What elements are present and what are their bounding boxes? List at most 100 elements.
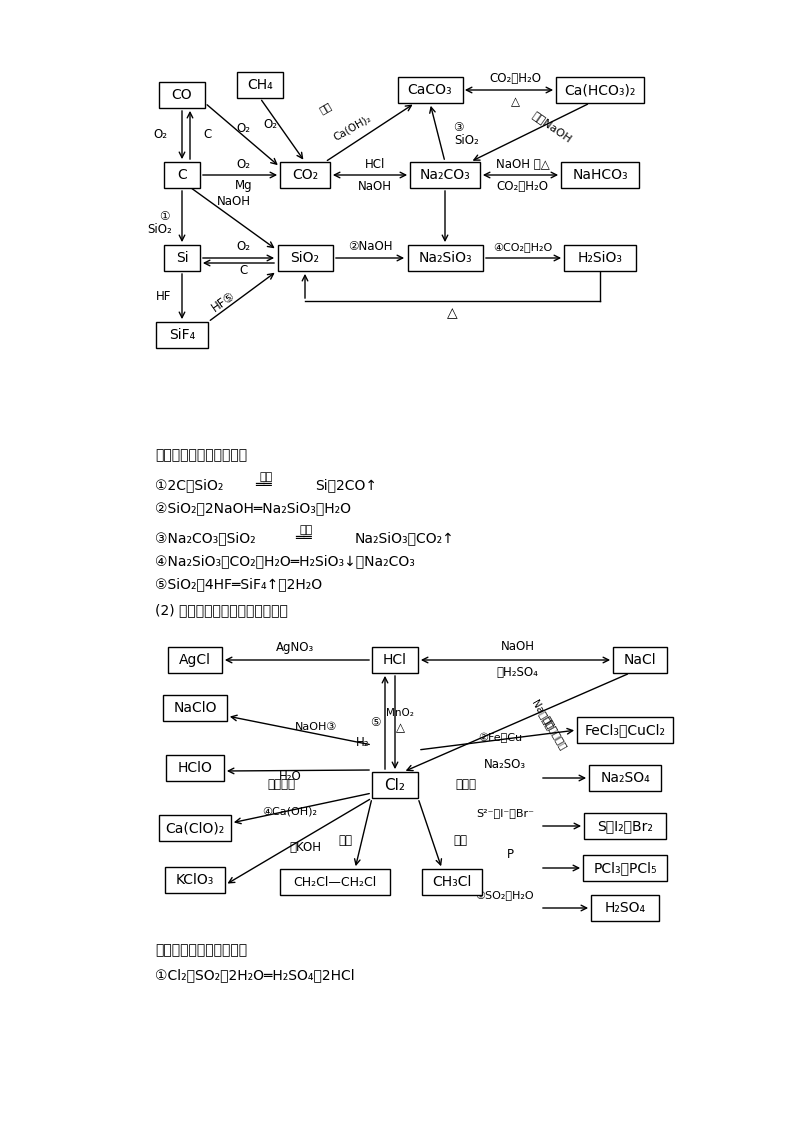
FancyBboxPatch shape [589, 765, 661, 791]
Text: Ca(ClO)₂: Ca(ClO)₂ [166, 821, 225, 835]
Text: NaCl: NaCl [624, 653, 656, 667]
Text: ①SO₂、H₂O: ①SO₂、H₂O [476, 890, 534, 900]
Text: ②Fe、Cu: ②Fe、Cu [478, 732, 522, 743]
Text: O₂: O₂ [237, 122, 250, 136]
Text: KClO₃: KClO₃ [176, 873, 214, 887]
Text: CO₂: CO₂ [292, 168, 318, 182]
FancyBboxPatch shape [372, 772, 418, 798]
Text: P: P [506, 849, 514, 861]
Text: H₂SO₄: H₂SO₄ [605, 901, 646, 915]
Text: CO: CO [172, 88, 192, 102]
FancyBboxPatch shape [564, 245, 636, 271]
Text: 高温: 高温 [300, 525, 314, 535]
Text: △: △ [510, 95, 519, 109]
Text: Si＋2CO↑: Si＋2CO↑ [315, 478, 377, 492]
Text: NaOH: NaOH [217, 195, 250, 208]
Text: Si: Si [176, 251, 188, 265]
Text: Na₂SiO₃＋CO₂↑: Na₂SiO₃＋CO₂↑ [355, 531, 454, 544]
FancyBboxPatch shape [584, 813, 666, 839]
FancyBboxPatch shape [165, 867, 225, 893]
Text: Ca(OH)₂: Ca(OH)₂ [332, 113, 373, 143]
Text: CO₂＋H₂O: CO₂＋H₂O [497, 180, 549, 192]
Text: NaOH: NaOH [501, 641, 534, 653]
FancyBboxPatch shape [163, 695, 227, 721]
Text: O₂: O₂ [153, 129, 167, 142]
Text: Na、点燃: Na、点燃 [530, 697, 555, 731]
FancyBboxPatch shape [278, 245, 333, 271]
FancyBboxPatch shape [159, 82, 205, 108]
Text: Na₂SO₃: Na₂SO₃ [484, 758, 526, 772]
Text: 浓KOH: 浓KOH [289, 841, 321, 854]
FancyBboxPatch shape [591, 895, 659, 921]
FancyBboxPatch shape [577, 717, 673, 743]
Text: NaOH③: NaOH③ [295, 721, 338, 731]
Text: NaOH: NaOH [358, 180, 392, 192]
Text: Ca(HCO₃)₂: Ca(HCO₃)₂ [564, 83, 636, 97]
Text: AgNO₃: AgNO₃ [276, 641, 314, 653]
Text: ④Na₂SiO₃＋CO₂＋H₂O═H₂SiO₃↓＋Na₂CO₃: ④Na₂SiO₃＋CO₂＋H₂O═H₂SiO₃↓＋Na₂CO₃ [155, 554, 415, 568]
Text: (2) 氯及其化合物之间的转化关系: (2) 氯及其化合物之间的转化关系 [155, 603, 288, 617]
Text: O₂: O₂ [263, 119, 278, 131]
FancyBboxPatch shape [556, 77, 644, 103]
Text: HCl: HCl [383, 653, 407, 667]
Text: CO₂＋H₂O: CO₂＋H₂O [489, 72, 541, 86]
Text: ③Na₂CO₃＋SiO₂: ③Na₂CO₃＋SiO₂ [155, 531, 256, 544]
Text: O₂: O₂ [237, 240, 250, 254]
Text: 氧化性: 氧化性 [455, 779, 476, 791]
Text: ①2C＋SiO₂: ①2C＋SiO₂ [155, 478, 223, 492]
Text: ⑤SiO₂＋4HF═SiF₄↑＋2H₂O: ⑤SiO₂＋4HF═SiF₄↑＋2H₂O [155, 577, 322, 591]
FancyBboxPatch shape [613, 648, 667, 674]
Text: ══: ══ [295, 531, 312, 544]
Text: CH₂Cl—CH₂Cl: CH₂Cl—CH₂Cl [294, 875, 377, 889]
Text: H₂O: H₂O [278, 770, 302, 783]
FancyBboxPatch shape [583, 855, 667, 881]
FancyBboxPatch shape [164, 162, 200, 188]
Text: ⑤: ⑤ [370, 717, 380, 729]
Text: 浓H₂SO₄: 浓H₂SO₄ [497, 667, 538, 679]
Text: AgCl: AgCl [179, 653, 211, 667]
FancyBboxPatch shape [280, 162, 330, 188]
Text: SiO₂: SiO₂ [148, 223, 172, 235]
Text: SiO₂: SiO₂ [290, 251, 319, 265]
Text: △: △ [447, 306, 458, 320]
FancyBboxPatch shape [561, 162, 639, 188]
FancyBboxPatch shape [168, 648, 222, 674]
Text: ①Cl₂＋SO₂＋2H₂O═H₂SO₄＋2HCl: ①Cl₂＋SO₂＋2H₂O═H₂SO₄＋2HCl [155, 968, 354, 981]
Text: ══: ══ [255, 478, 272, 492]
Text: NaOH 或△: NaOH 或△ [496, 157, 550, 171]
Text: SiF₄: SiF₄ [169, 328, 195, 342]
Text: 过量NaOH: 过量NaOH [531, 110, 574, 145]
FancyBboxPatch shape [164, 245, 200, 271]
Text: CaCO₃: CaCO₃ [408, 83, 452, 97]
Text: H₂SiO₃: H₂SiO₃ [578, 251, 622, 265]
Text: NaHCO₃: NaHCO₃ [572, 168, 628, 182]
FancyBboxPatch shape [422, 869, 482, 895]
Text: 加成: 加成 [338, 833, 352, 847]
Text: NaClO: NaClO [174, 701, 217, 715]
Text: S、I₂、Br₂: S、I₂、Br₂ [597, 818, 653, 833]
Text: Cl₂: Cl₂ [385, 778, 406, 792]
Text: H₂: H₂ [356, 736, 370, 749]
Text: PCl₃、PCl₅: PCl₃、PCl₅ [594, 861, 657, 875]
Text: HClO: HClO [178, 761, 213, 775]
FancyBboxPatch shape [410, 162, 480, 188]
FancyBboxPatch shape [156, 321, 208, 348]
Text: ④Ca(OH)₂: ④Ca(OH)₂ [262, 806, 318, 816]
Text: HF: HF [156, 290, 172, 303]
Text: 高温: 高温 [318, 100, 334, 115]
Text: C: C [239, 264, 248, 276]
FancyBboxPatch shape [372, 648, 418, 674]
Text: O₂: O₂ [237, 158, 250, 172]
Text: 图中标号的化学方程式：: 图中标号的化学方程式： [155, 448, 247, 462]
Text: C: C [177, 168, 187, 182]
Text: CH₃Cl: CH₃Cl [432, 875, 472, 889]
Text: 歧化反应: 歧化反应 [267, 779, 295, 791]
Text: C: C [203, 129, 211, 142]
Text: Na₂SO₄: Na₂SO₄ [600, 771, 650, 784]
Text: 高温: 高温 [260, 472, 274, 482]
FancyBboxPatch shape [166, 755, 224, 781]
FancyBboxPatch shape [280, 869, 390, 895]
FancyBboxPatch shape [159, 815, 231, 841]
Text: ①: ① [158, 211, 170, 223]
FancyBboxPatch shape [407, 245, 482, 271]
